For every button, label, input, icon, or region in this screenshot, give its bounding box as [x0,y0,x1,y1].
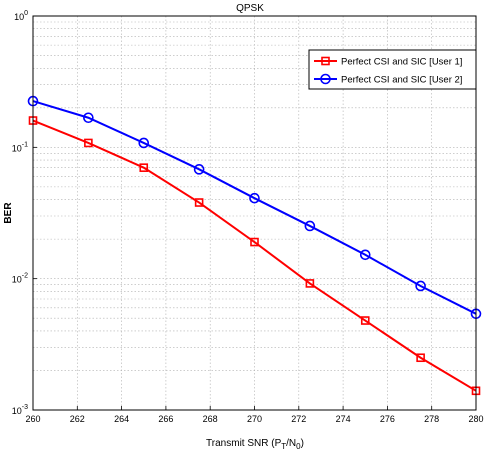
series-line-user1 [32,119,477,392]
x-tick-labels: 260 262 264 266 268 270 272 274 276 278 280 [25,406,484,424]
x-tick-label-0: 260 [25,414,40,424]
series-point-user1-4 [250,237,259,247]
x-tick-label-4: 268 [203,414,218,424]
x-tick-label-1: 262 [70,414,85,424]
y-tick-exp-3: -3 [22,404,28,411]
y-tick-exp-0: 0 [24,10,28,17]
series-point-user2-5 [304,220,316,232]
y-tick-base-0: 10 [14,12,24,22]
x-axis-label-sub-t: T [281,442,286,451]
x-tick-label-7: 274 [336,414,351,424]
x-tick-label-6: 272 [291,414,306,424]
y-tick-label-1: 10-1 [12,141,28,153]
x-axis-label-main: Transmit SNR (P [206,438,282,449]
y-tick-exp-1: -1 [22,141,28,148]
series-layer [27,95,482,396]
series-point-user2-6 [359,249,371,261]
y-tick-base-2: 10 [12,275,22,285]
x-axis-label-mid: /N [286,438,296,449]
x-axis-label-end: ) [301,438,304,449]
y-tick-base-3: 10 [12,406,22,416]
y-tick-label-3: 10-3 [12,404,28,416]
x-tick-label-8: 276 [380,414,395,424]
x-tick-label-10: 280 [468,414,483,424]
chart-title: QPSK [236,3,264,14]
series-point-user1-1 [84,138,93,148]
legend-marker-user1 [321,56,330,66]
y-axis-label: BER [3,202,14,224]
x-tick-label-3: 266 [158,414,173,424]
x-axis-label: Transmit SNR (PT/N0) [206,438,304,451]
series-point-user1-5 [305,279,315,288]
series-point-user2-3 [193,164,205,175]
series-point-user2-7 [415,280,426,292]
legend-marker-user2 [320,73,331,85]
series-point-user1-6 [360,316,370,325]
legend-label-user1: Perfect CSI and SIC [User 1] [341,57,462,68]
x-tick-label-5: 270 [247,414,262,424]
x-axis-label-sub-0: 0 [296,442,301,451]
legend: Perfect CSI and SIC [User 1] Perfect CSI… [308,49,477,90]
series-point-user2-4 [249,192,260,204]
legend-box [308,49,477,90]
y-tick-base-1: 10 [12,143,22,153]
series-point-user2-1 [83,112,94,124]
series-point-user1-2 [139,163,149,172]
y-tick-label-0: 100 [14,10,28,22]
y-tick-label-2: 10-2 [12,273,28,285]
series-point-user1-3 [194,198,204,207]
x-tick-label-2: 264 [114,414,129,424]
series-line-user2 [32,100,477,315]
series-point-user1-7 [416,353,425,363]
legend-label-user2: Perfect CSI and SIC [User 2] [341,75,462,86]
x-tick-label-9: 278 [424,414,439,424]
y-tick-exp-2: -2 [22,273,28,280]
series-point-user2-2 [138,137,150,149]
